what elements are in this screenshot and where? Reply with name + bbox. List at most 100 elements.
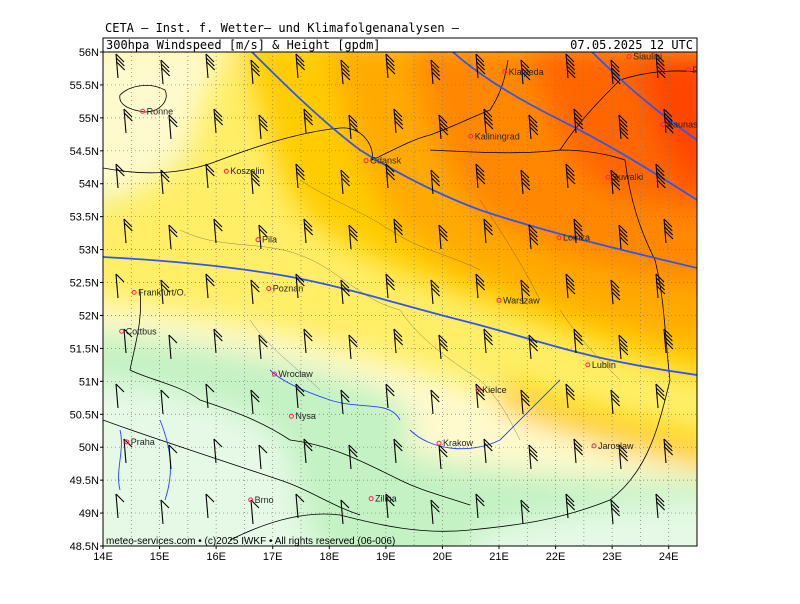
wind-barb xyxy=(250,59,261,85)
city-label: Suwalki xyxy=(612,172,643,182)
wind-barb xyxy=(205,493,215,519)
lat-tick-label: 49N xyxy=(79,508,99,520)
country-borders xyxy=(103,70,697,541)
wind-barb xyxy=(168,334,178,360)
city-marker xyxy=(248,497,254,503)
wind-barb xyxy=(663,328,674,354)
wind-barb xyxy=(168,444,178,470)
wind-speed-shading xyxy=(103,52,697,546)
height-contour-4 xyxy=(590,52,697,141)
wind-barb xyxy=(258,114,269,140)
city-marker xyxy=(288,413,294,419)
city-label: Nysa xyxy=(295,411,316,421)
wind-barb xyxy=(258,224,268,250)
wind-barb xyxy=(475,273,486,299)
wind-barb xyxy=(205,53,216,79)
wind-barb xyxy=(115,493,125,519)
height-contour-1 xyxy=(103,256,697,376)
city-label: Klaipeda xyxy=(509,67,544,77)
wind-barb xyxy=(520,389,531,415)
rivers xyxy=(118,369,561,501)
footer-credit: meteo-services.com • (c)2025 IWKF • All … xyxy=(106,536,395,547)
source-title: CETA – Inst. f. Wetter– und Klimafolgena… xyxy=(105,21,460,35)
wind-barb xyxy=(430,169,441,195)
wind-barb xyxy=(385,383,395,409)
lon-tick-label: 23E xyxy=(602,551,622,563)
city-marker xyxy=(686,67,692,73)
city-marker xyxy=(140,108,146,114)
lat-tick-label: 52N xyxy=(79,310,99,322)
city-marker xyxy=(368,496,374,502)
wind-barb xyxy=(213,218,223,244)
wind-barb xyxy=(520,499,530,525)
city-label: Lomza xyxy=(563,233,590,243)
height-contours xyxy=(103,52,697,376)
lat-tick-label: 51.5N xyxy=(70,343,99,355)
wind-barb xyxy=(258,334,268,360)
height-contour-3 xyxy=(451,52,697,201)
city-label: Kaunas xyxy=(667,119,698,129)
city-marker xyxy=(131,289,137,295)
wind-barb xyxy=(475,493,485,519)
city-label: Poznan xyxy=(273,283,304,293)
wind-barb xyxy=(115,53,126,79)
wind-barb xyxy=(385,53,396,79)
wind-barb xyxy=(618,114,629,140)
wind-barb xyxy=(528,114,539,140)
wind-barb xyxy=(340,59,351,85)
wind-barb xyxy=(393,328,404,354)
lon-tick-label: 20E xyxy=(433,551,453,563)
city-marker xyxy=(223,168,229,174)
wind-barb xyxy=(528,224,539,250)
wind-barb xyxy=(610,59,621,85)
city-label: Lublin xyxy=(592,360,616,370)
lat-tick-label: 54N xyxy=(79,179,99,191)
lat-tick-label: 53.5N xyxy=(70,212,99,224)
lon-tick-label: 21E xyxy=(489,551,509,563)
wind-barb xyxy=(303,438,313,464)
wind-barb xyxy=(160,169,170,195)
wind-barb xyxy=(160,389,170,415)
wind-barb xyxy=(393,438,403,464)
wind-barb xyxy=(565,273,576,299)
wind-barb xyxy=(250,279,260,305)
wind-barb xyxy=(160,499,170,525)
wind-barb xyxy=(348,224,359,250)
wind-barb xyxy=(123,328,133,354)
city-marker xyxy=(436,440,442,446)
wind-barb xyxy=(610,169,621,195)
wind-barb xyxy=(483,328,494,354)
lon-tick-label: 24E xyxy=(659,551,679,563)
wind-barb xyxy=(618,224,629,250)
wind-barb xyxy=(115,383,125,409)
city-label: Kaliningrad xyxy=(475,131,520,141)
wind-barb xyxy=(295,493,305,519)
wind-barb xyxy=(115,163,125,189)
wind-barb xyxy=(385,273,396,299)
city-label: Warszaw xyxy=(503,295,540,305)
wind-barb xyxy=(295,53,306,79)
wind-barb xyxy=(123,218,133,244)
wind-barb xyxy=(618,334,629,360)
wind-barb xyxy=(655,273,666,299)
wind-barb xyxy=(430,499,440,525)
wind-barb xyxy=(348,334,358,360)
city-marker xyxy=(475,387,481,393)
wind-barb xyxy=(475,383,486,409)
lon-tick-label: 16E xyxy=(206,551,226,563)
wind-barb xyxy=(303,108,314,134)
height-contour-2 xyxy=(250,52,697,269)
lat-tick-label: 53N xyxy=(79,245,99,257)
wind-barb xyxy=(430,279,441,305)
wind-barb xyxy=(610,279,621,305)
wind-barb xyxy=(340,389,350,415)
wind-barb xyxy=(160,279,170,305)
city-marker xyxy=(271,371,277,377)
cities-layer: Ronne Klaipeda Siauliai Panevezys Kaunas Kali… xyxy=(119,52,698,505)
wind-barb xyxy=(655,163,666,189)
wind-barb xyxy=(250,389,260,415)
wind-barb xyxy=(655,383,666,409)
wind-barb xyxy=(168,224,178,250)
valid-time: 07.05.2025 12 UTC xyxy=(570,38,693,52)
